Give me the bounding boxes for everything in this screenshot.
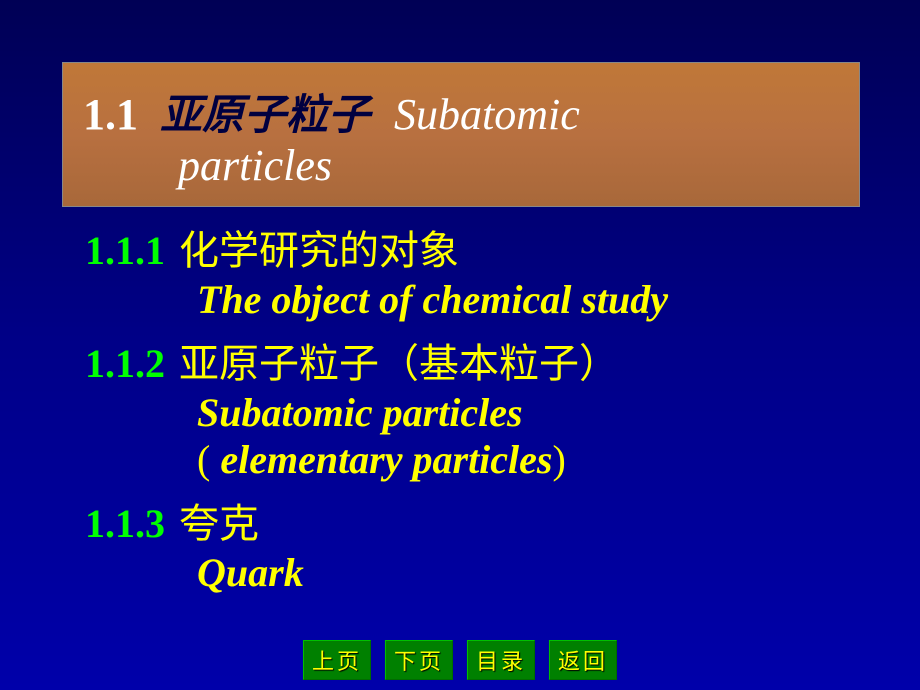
- section-title-box: 1.1 亚原子粒子 Subatomic particles: [62, 62, 860, 207]
- subsection-number: 1.1.2: [85, 341, 165, 386]
- next-button[interactable]: 下页: [385, 640, 453, 680]
- subsection-english: Quark: [197, 549, 865, 596]
- subsection-chinese: 亚原子粒子（基本粒子）: [179, 341, 619, 386]
- subsection-chinese: 化学研究的对象: [179, 228, 459, 273]
- prev-button[interactable]: 上页: [303, 640, 371, 680]
- title-english-line1: Subatomic: [394, 90, 580, 139]
- toc-button[interactable]: 目录: [467, 640, 535, 680]
- content-area: 1.1.1 化学研究的对象 The object of chemical stu…: [85, 218, 865, 604]
- subsection-1: 1.1.1 化学研究的对象 The object of chemical stu…: [85, 218, 865, 323]
- back-button[interactable]: 返回: [549, 640, 617, 680]
- title-english-line2: particles: [178, 140, 839, 191]
- subsection-english-paren: ( elementary particles): [197, 436, 865, 483]
- nav-bar: 上页 下页 目录 返回: [303, 640, 617, 680]
- subsection-number: 1.1.1: [85, 228, 165, 273]
- title-number: 1.1: [83, 90, 138, 139]
- subsection-english: The object of chemical study: [197, 276, 865, 323]
- subsection-2: 1.1.2 亚原子粒子（基本粒子） Subatomic particles ( …: [85, 331, 865, 483]
- subsection-chinese: 夸克: [179, 501, 259, 546]
- subsection-english: Subatomic particles: [197, 389, 865, 436]
- subsection-3: 1.1.3 夸克 Quark: [85, 491, 865, 596]
- title-chinese: 亚原子粒子: [160, 93, 370, 139]
- subsection-number: 1.1.3: [85, 501, 165, 546]
